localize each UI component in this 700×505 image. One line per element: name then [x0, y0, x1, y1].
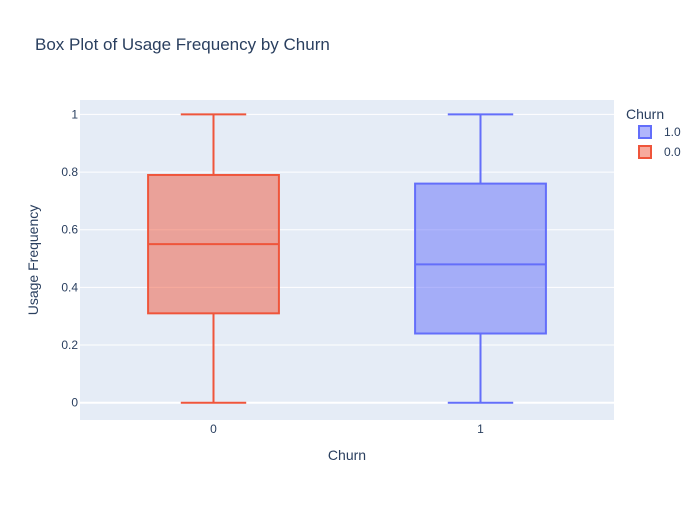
legend-item: 0.0 — [638, 145, 681, 159]
iqr-box — [414, 182, 547, 335]
legend-title: Churn — [626, 106, 664, 122]
box-traces — [147, 113, 547, 404]
y-tick-label: 0.8 — [61, 165, 78, 179]
legend-label: 0.0 — [664, 145, 681, 159]
legend-swatch — [638, 125, 652, 139]
box-trace-0 — [147, 113, 280, 404]
y-tick-label: 0 — [71, 396, 78, 410]
legend: Churn 1.0 0.0 — [626, 106, 681, 159]
box-trace-1 — [414, 113, 547, 404]
y-tick-labels: 0 0.2 0.4 0.6 0.8 1 — [61, 107, 78, 409]
legend-swatch — [638, 145, 652, 159]
y-tick-label: 0.4 — [61, 280, 78, 294]
y-tick-label: 0.2 — [61, 338, 78, 352]
y-axis-label: Usage Frequency — [25, 205, 41, 316]
legend-item: 1.0 — [638, 125, 681, 139]
chart-title: Box Plot of Usage Frequency by Churn — [35, 35, 330, 54]
x-axis-label: Churn — [328, 447, 366, 463]
x-tick-label: 0 — [210, 422, 217, 436]
y-tick-label: 1 — [71, 107, 78, 121]
x-tick-label: 1 — [477, 422, 484, 436]
y-tick-label: 0.6 — [61, 223, 78, 237]
legend-label: 1.0 — [664, 125, 681, 139]
